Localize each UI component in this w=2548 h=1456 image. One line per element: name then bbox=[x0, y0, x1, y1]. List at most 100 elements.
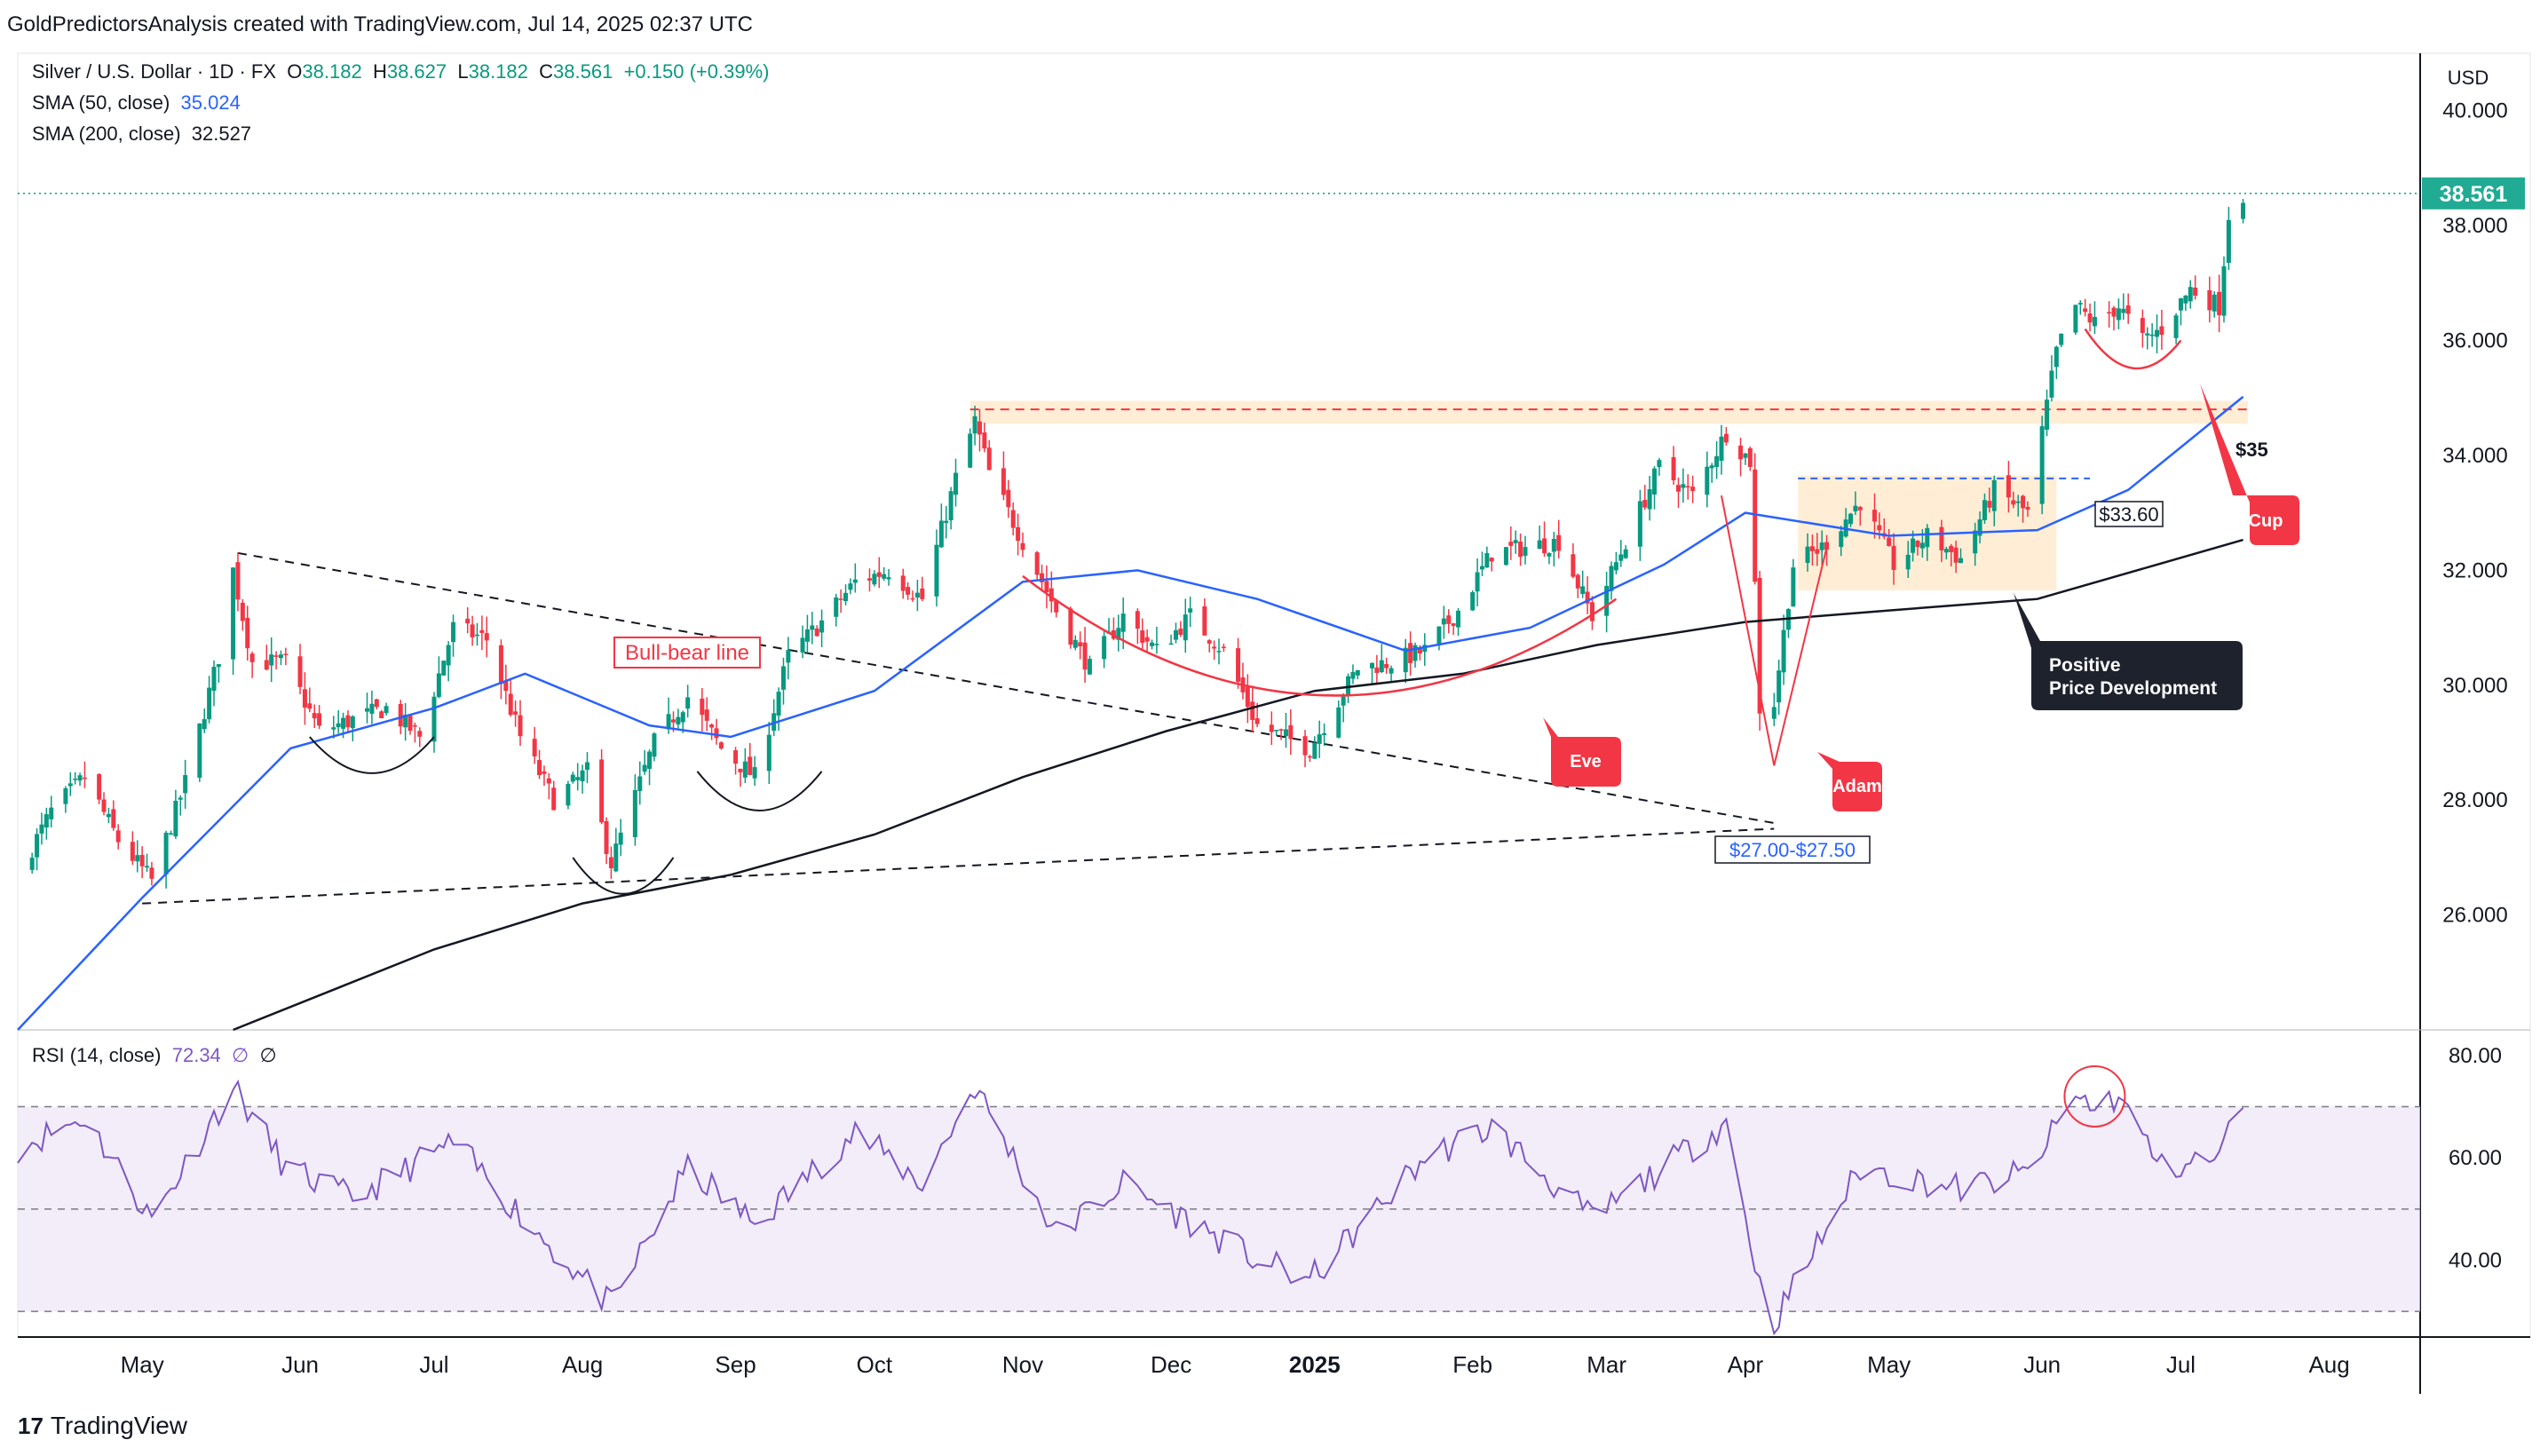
month-tick-label: Jul bbox=[419, 1351, 448, 1378]
candle-body bbox=[345, 715, 351, 728]
candle-body bbox=[666, 714, 671, 730]
candle-body bbox=[906, 587, 911, 595]
candle-body bbox=[211, 667, 217, 692]
candle-body bbox=[1681, 484, 1686, 488]
candle-body bbox=[2049, 370, 2054, 398]
candle-body bbox=[245, 617, 250, 649]
candle-body bbox=[608, 857, 613, 868]
tradingview-logo-icon: 17 bbox=[18, 1412, 44, 1439]
candle-body bbox=[2039, 426, 2045, 504]
candle-body bbox=[2111, 307, 2117, 317]
eve-label: Eve bbox=[1570, 752, 1602, 772]
candle-body bbox=[1958, 558, 1964, 564]
candle-body bbox=[139, 854, 145, 866]
candle-body bbox=[508, 693, 513, 716]
candle-body bbox=[1589, 602, 1594, 621]
candle-body bbox=[613, 843, 619, 872]
candle-body bbox=[2053, 346, 2059, 368]
candle-body bbox=[216, 664, 221, 668]
price-tick-label: 32.000 bbox=[2442, 558, 2507, 582]
candle-body bbox=[1188, 608, 1193, 613]
candle-body bbox=[350, 716, 355, 729]
rsi-legend: RSI (14, close) 72.34 ∅ ∅ bbox=[32, 1044, 277, 1067]
candle-body bbox=[1791, 567, 1796, 607]
candle-body bbox=[2241, 202, 2246, 219]
candle-body bbox=[513, 711, 518, 715]
sma200-line bbox=[233, 538, 2243, 1032]
base-arc bbox=[572, 857, 675, 895]
candle-body bbox=[44, 814, 49, 828]
range-label: $27.00-$27.50 bbox=[1729, 839, 1856, 861]
candle-body bbox=[1513, 540, 1518, 543]
last-price-label: 38.561 bbox=[2440, 182, 2508, 207]
candle-body bbox=[948, 491, 954, 521]
candle-body bbox=[1785, 609, 1791, 630]
candle-body bbox=[848, 583, 853, 590]
candle-body bbox=[1374, 667, 1380, 674]
candle-body bbox=[1652, 468, 1658, 495]
candle-body bbox=[866, 578, 872, 581]
candle-body bbox=[336, 723, 341, 728]
open-value: 38.182 bbox=[302, 60, 362, 83]
candle-body bbox=[900, 575, 906, 591]
candle-body bbox=[145, 866, 150, 868]
candle-body bbox=[441, 661, 447, 676]
price-tick-label: 38.000 bbox=[2442, 214, 2507, 238]
base-arc bbox=[696, 771, 823, 811]
candle-body bbox=[130, 842, 135, 861]
candle-body bbox=[780, 666, 786, 690]
candle-body bbox=[384, 706, 389, 714]
candle-body bbox=[1857, 507, 1863, 510]
candle-body bbox=[819, 620, 825, 633]
candle-body bbox=[566, 783, 571, 806]
candle-body bbox=[1690, 487, 1696, 492]
candle-body bbox=[63, 787, 68, 804]
candle-body bbox=[1484, 552, 1490, 568]
candle-body bbox=[938, 520, 944, 548]
candle-body bbox=[97, 774, 102, 800]
candle-body bbox=[135, 855, 140, 862]
month-tick-label: Jul bbox=[2166, 1351, 2196, 1378]
candle-body bbox=[584, 762, 590, 771]
candle-body bbox=[374, 699, 379, 708]
candle-body bbox=[35, 834, 40, 858]
candle-body bbox=[843, 592, 849, 602]
candle-body bbox=[1479, 566, 1484, 570]
candle-body bbox=[752, 767, 757, 779]
trendline bbox=[142, 827, 1775, 905]
candle-body bbox=[1016, 526, 1021, 542]
candle-body bbox=[1446, 615, 1452, 624]
candle-body bbox=[2121, 308, 2126, 313]
month-tick-label: Feb bbox=[1452, 1351, 1492, 1378]
candle-body bbox=[1705, 466, 1710, 495]
month-tick-label: Mar bbox=[1587, 1351, 1626, 1378]
candle-body bbox=[1609, 566, 1614, 591]
candle-body bbox=[1278, 729, 1284, 731]
candle-body bbox=[934, 544, 939, 597]
candle-body bbox=[1613, 562, 1618, 571]
month-tick-label: Apr bbox=[1728, 1351, 1764, 1378]
candle-body bbox=[1891, 545, 1896, 570]
candle-body bbox=[1719, 436, 1724, 461]
candle-body bbox=[1815, 549, 1820, 554]
candle-body bbox=[738, 768, 743, 772]
candle-body bbox=[872, 574, 877, 585]
candle-body bbox=[637, 776, 643, 791]
candle-body bbox=[1919, 542, 1925, 549]
candle-body bbox=[1346, 676, 1351, 696]
candle-body bbox=[810, 625, 815, 630]
candle-body bbox=[1575, 574, 1580, 589]
adam-callout bbox=[1817, 752, 1882, 811]
candle-body bbox=[570, 774, 575, 782]
candle-body bbox=[1585, 591, 1590, 604]
candle-body bbox=[278, 654, 283, 659]
candle-body bbox=[1054, 599, 1059, 613]
candle-body bbox=[647, 751, 653, 769]
candle-body bbox=[1571, 554, 1576, 577]
candle-body bbox=[604, 820, 609, 854]
candle-body bbox=[1925, 527, 1930, 548]
candle-body bbox=[1537, 540, 1542, 550]
candle-body bbox=[1809, 546, 1815, 551]
candle-body bbox=[1384, 663, 1389, 669]
